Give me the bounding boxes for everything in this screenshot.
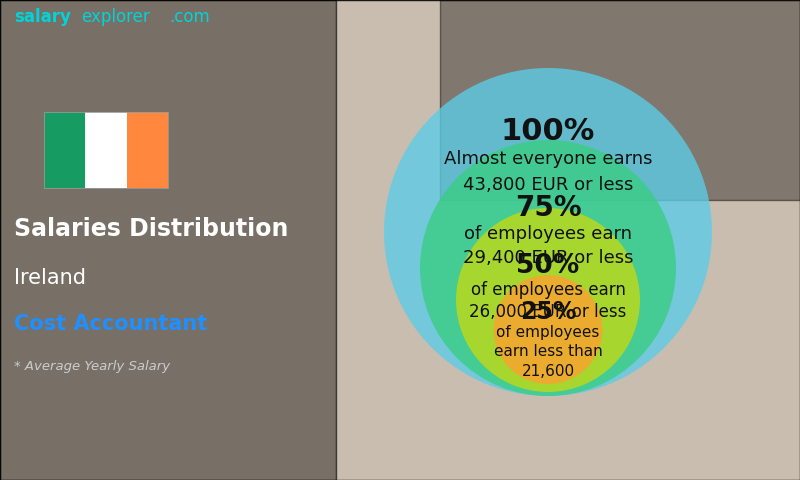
FancyBboxPatch shape [0,0,336,480]
FancyBboxPatch shape [44,112,86,188]
Text: .com: .com [170,9,210,26]
FancyBboxPatch shape [440,0,800,200]
Text: 29,400 EUR or less: 29,400 EUR or less [462,249,634,266]
FancyBboxPatch shape [336,0,800,480]
Text: Ireland: Ireland [14,268,86,288]
Text: * Average Yearly Salary: * Average Yearly Salary [14,360,170,372]
Text: 26,000 EUR or less: 26,000 EUR or less [470,303,626,321]
FancyBboxPatch shape [86,112,126,188]
Text: explorer: explorer [82,9,150,26]
Text: 21,600: 21,600 [522,364,574,379]
Text: 50%: 50% [516,253,580,279]
Ellipse shape [384,68,712,396]
Text: of employees: of employees [496,325,600,340]
Text: salary: salary [14,9,71,26]
Ellipse shape [456,208,640,392]
Text: Almost everyone earns: Almost everyone earns [444,150,652,168]
Text: of employees earn: of employees earn [464,225,632,242]
Text: Cost Accountant: Cost Accountant [14,313,208,334]
Text: of employees earn: of employees earn [470,281,626,300]
FancyBboxPatch shape [126,112,168,188]
Text: Salaries Distribution: Salaries Distribution [14,217,289,241]
Text: 100%: 100% [501,118,595,146]
Text: 43,800 EUR or less: 43,800 EUR or less [463,176,633,194]
Ellipse shape [420,140,676,396]
Ellipse shape [494,275,602,384]
Text: earn less than: earn less than [494,345,602,360]
Text: 25%: 25% [520,300,576,324]
Text: 75%: 75% [514,194,582,222]
